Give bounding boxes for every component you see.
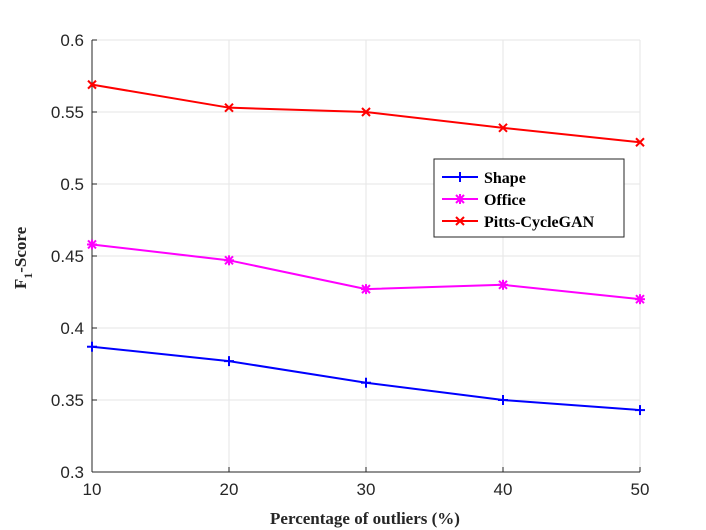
data-point-pitts-cyclegan [361, 107, 371, 117]
x-tick-label: 40 [494, 480, 513, 499]
data-point-office [87, 239, 97, 250]
x-tick-label: 10 [83, 480, 102, 499]
legend-label-office: Office [484, 192, 526, 209]
legend: Shape Office Pitts-CycleGAN [433, 158, 625, 238]
y-axis-label: F1-Score [11, 226, 35, 289]
data-point-pitts-cyclegan [87, 79, 97, 90]
legend-marker-office [455, 194, 465, 204]
data-point-shape [635, 405, 645, 416]
ticks: 10 20 30 40 50 0.3 0.35 0.4 0.45 0.5 0.55 0.6 [51, 31, 650, 499]
x-tick-label: 20 [220, 480, 239, 499]
data-point-pitts-cyclegan [224, 102, 234, 113]
x-tick-label: 50 [631, 480, 650, 499]
data-point-office [224, 255, 234, 266]
data-point-pitts-cyclegan [635, 137, 645, 147]
legend-label-shape: Shape [484, 170, 526, 187]
data-point-office [498, 279, 508, 290]
data-point-shape [87, 341, 97, 352]
y-tick-label: 0.4 [60, 319, 84, 338]
data-point-office [361, 284, 371, 295]
data-point-shape [361, 377, 371, 388]
series-group [87, 79, 645, 416]
data-point-office [635, 294, 645, 305]
x-axis-label: Percentage of outliers (%) [270, 509, 460, 528]
y-tick-label: 0.55 [51, 103, 84, 122]
data-point-shape [224, 356, 234, 367]
y-tick-label: 0.3 [60, 463, 84, 482]
legend-marker-shape [455, 172, 465, 182]
legend-label-pitts-cyclegan: Pitts-CycleGAN [484, 214, 595, 231]
legend-marker-pitts-cyclegan [455, 216, 465, 226]
data-point-pitts-cyclegan [498, 123, 508, 133]
y-tick-label: 0.6 [60, 31, 84, 50]
data-point-shape [498, 395, 508, 405]
x-tick-label: 30 [357, 480, 376, 499]
grid [91, 39, 641, 473]
y-tick-label: 0.45 [51, 247, 84, 266]
y-tick-label: 0.5 [60, 175, 84, 194]
y-tick-label: 0.35 [51, 391, 84, 410]
